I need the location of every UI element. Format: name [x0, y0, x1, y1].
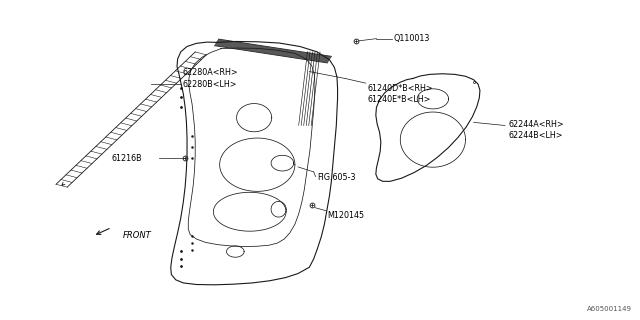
Text: M120145: M120145 — [328, 212, 365, 220]
Text: 62280A<RH>
62280B<LH>: 62280A<RH> 62280B<LH> — [182, 68, 237, 89]
Text: 61240D*B<RH>
61240E*B<LH>: 61240D*B<RH> 61240E*B<LH> — [367, 84, 433, 104]
Text: 62244A<RH>
62244B<LH>: 62244A<RH> 62244B<LH> — [508, 120, 564, 140]
Text: FIG.605-3: FIG.605-3 — [317, 173, 355, 182]
Text: A605001149: A605001149 — [588, 306, 632, 312]
Text: Q110013: Q110013 — [394, 34, 429, 43]
Text: FRONT: FRONT — [122, 231, 151, 240]
Text: 61216B: 61216B — [111, 154, 142, 163]
